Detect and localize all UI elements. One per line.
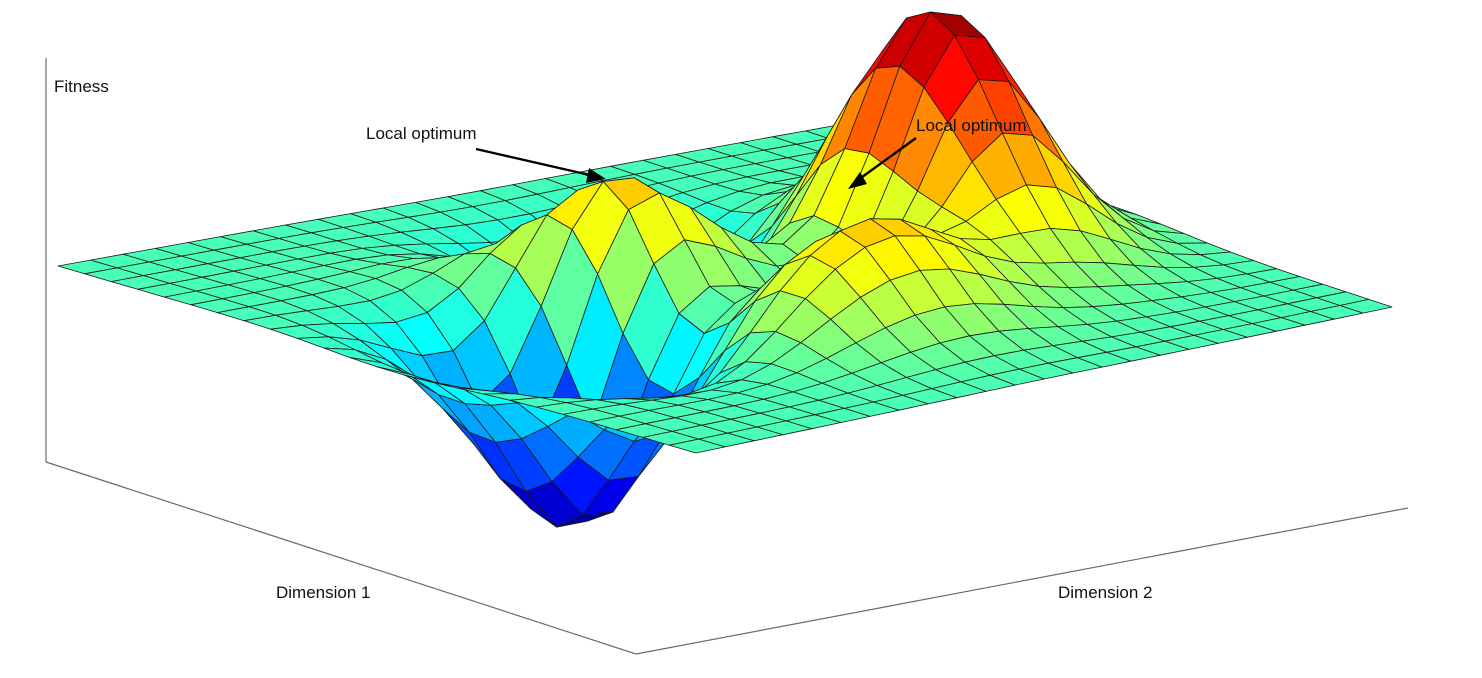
annotation-local-optimum-right: Local optimum	[916, 116, 1027, 135]
axes-box	[45, 58, 1409, 655]
x-axis-line	[45, 461, 637, 655]
y-axis-line	[635, 507, 1409, 655]
arrow-right	[848, 137, 917, 189]
x-axis-label: Dimension 1	[276, 583, 371, 602]
z-axis-label: Fitness	[54, 77, 109, 96]
arrow-right-head	[848, 172, 867, 189]
annotation-layer: Fitness Dimension 1 Dimension 2 Local op…	[54, 77, 1153, 602]
annotation-local-optimum-left: Local optimum	[366, 124, 477, 143]
arrow-left	[475, 147, 606, 183]
surface-face	[669, 438, 726, 454]
arrow-left-shaft	[475, 147, 595, 178]
surface-mesh	[57, 11, 1393, 528]
arrow-left-head	[586, 168, 606, 183]
y-axis-label: Dimension 2	[1058, 583, 1153, 602]
arrow-right-shaft	[857, 137, 917, 181]
